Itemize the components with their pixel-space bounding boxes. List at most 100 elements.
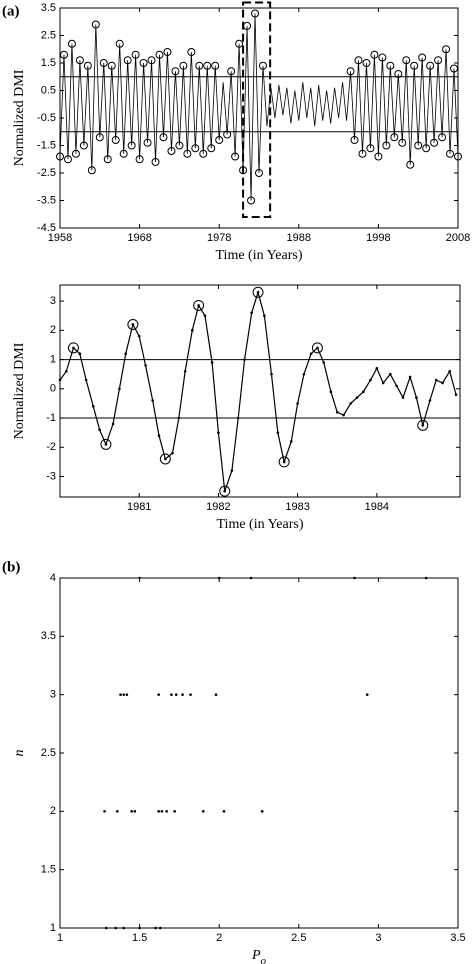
x-tick-label: 3.5 [450,932,465,944]
data-point [381,381,385,385]
x-tick-label: 2.5 [291,932,306,944]
y-tick-label: 3.5 [41,2,56,14]
extreme-marker [243,21,252,30]
extreme-marker [350,136,359,144]
extreme-marker [386,61,395,70]
extreme-marker [91,20,100,29]
extreme-marker [366,144,375,153]
point [424,576,428,580]
data-point [197,304,200,307]
data-point [428,399,432,402]
extreme-marker [430,138,439,147]
extreme-marker [183,149,192,158]
x-axis-label-subscript: o [261,955,267,964]
point [165,810,168,813]
x-axis-label-text: Time (in Years) [217,517,304,532]
y-tick-label: 3.5 [41,630,56,642]
extreme-marker [199,149,208,158]
point [103,810,106,813]
extreme-marker [454,152,462,161]
data-point [434,378,438,382]
y-tick-label: -2 [46,441,56,453]
data-point [111,422,115,426]
x-axis-label: Time (in Years) [217,517,304,532]
extreme-marker [346,67,355,76]
panel-label: (b) [2,559,20,575]
extreme-marker [179,61,188,70]
extreme-marker [227,67,236,76]
data-point [349,402,352,405]
extreme-marker [147,56,156,65]
point [114,926,118,930]
data-point [104,443,108,446]
extreme-marker [139,59,148,67]
x-axis-label: Time (in Years) [216,248,303,263]
data-point [124,352,128,356]
extreme-marker [442,45,451,54]
extreme-marker [135,155,144,164]
extreme-marker [171,67,180,76]
extreme-marker [127,318,139,330]
data-point [183,369,187,373]
point [158,926,162,930]
extreme-marker [63,155,72,164]
point [157,810,161,813]
y-axis-label: Normalized DMI [12,342,27,439]
dmi-line [59,13,459,201]
plot-frame [59,577,459,929]
point [133,810,137,813]
y-tick-label: 1.5 [41,864,56,876]
data-point [276,431,280,434]
point [157,693,161,696]
data-point [65,369,68,373]
extreme-marker [159,453,171,465]
data-point [282,460,286,464]
extreme-marker [247,196,256,205]
extreme-marker [119,149,128,158]
extreme-marker [223,130,232,139]
point [365,693,369,696]
point [170,693,173,696]
extreme-marker [191,144,200,153]
data-point [263,314,266,318]
data-point [362,390,365,394]
x-tick-label: 1981 [127,501,151,513]
extreme-marker [278,456,290,468]
extreme-marker [235,39,244,48]
data-point [355,396,359,399]
extreme-marker [358,149,367,158]
data-point [369,378,372,382]
data-point [230,469,234,472]
extreme-marker [67,342,79,354]
point [122,926,125,930]
data-point [335,410,339,414]
dmi-line [59,290,457,492]
extreme-marker [159,133,168,142]
extreme-marker [99,59,108,67]
point [122,693,125,696]
extreme-marker [211,61,220,70]
point [260,810,264,813]
data-point [217,431,220,434]
data-point [316,346,319,350]
y-tick-label: 2.5 [41,29,56,41]
highlight-box [242,1,272,218]
extreme-marker [187,48,196,56]
extreme-marker [378,53,387,62]
y-tick-label: -2.5 [37,167,56,179]
data-point [190,329,194,332]
data-point [151,399,154,402]
data-point [78,352,82,356]
extreme-marker [402,56,411,65]
data-point [270,372,273,376]
extreme-marker [67,39,76,48]
data-point [415,396,418,399]
extreme-marker [390,133,399,142]
point [174,693,178,696]
extreme-marker [143,138,152,147]
data-point [164,457,167,461]
x-tick-label: 1.5 [132,932,147,944]
y-tick-label: -3 [46,470,56,482]
y-tick-label: -1.5 [37,139,56,151]
